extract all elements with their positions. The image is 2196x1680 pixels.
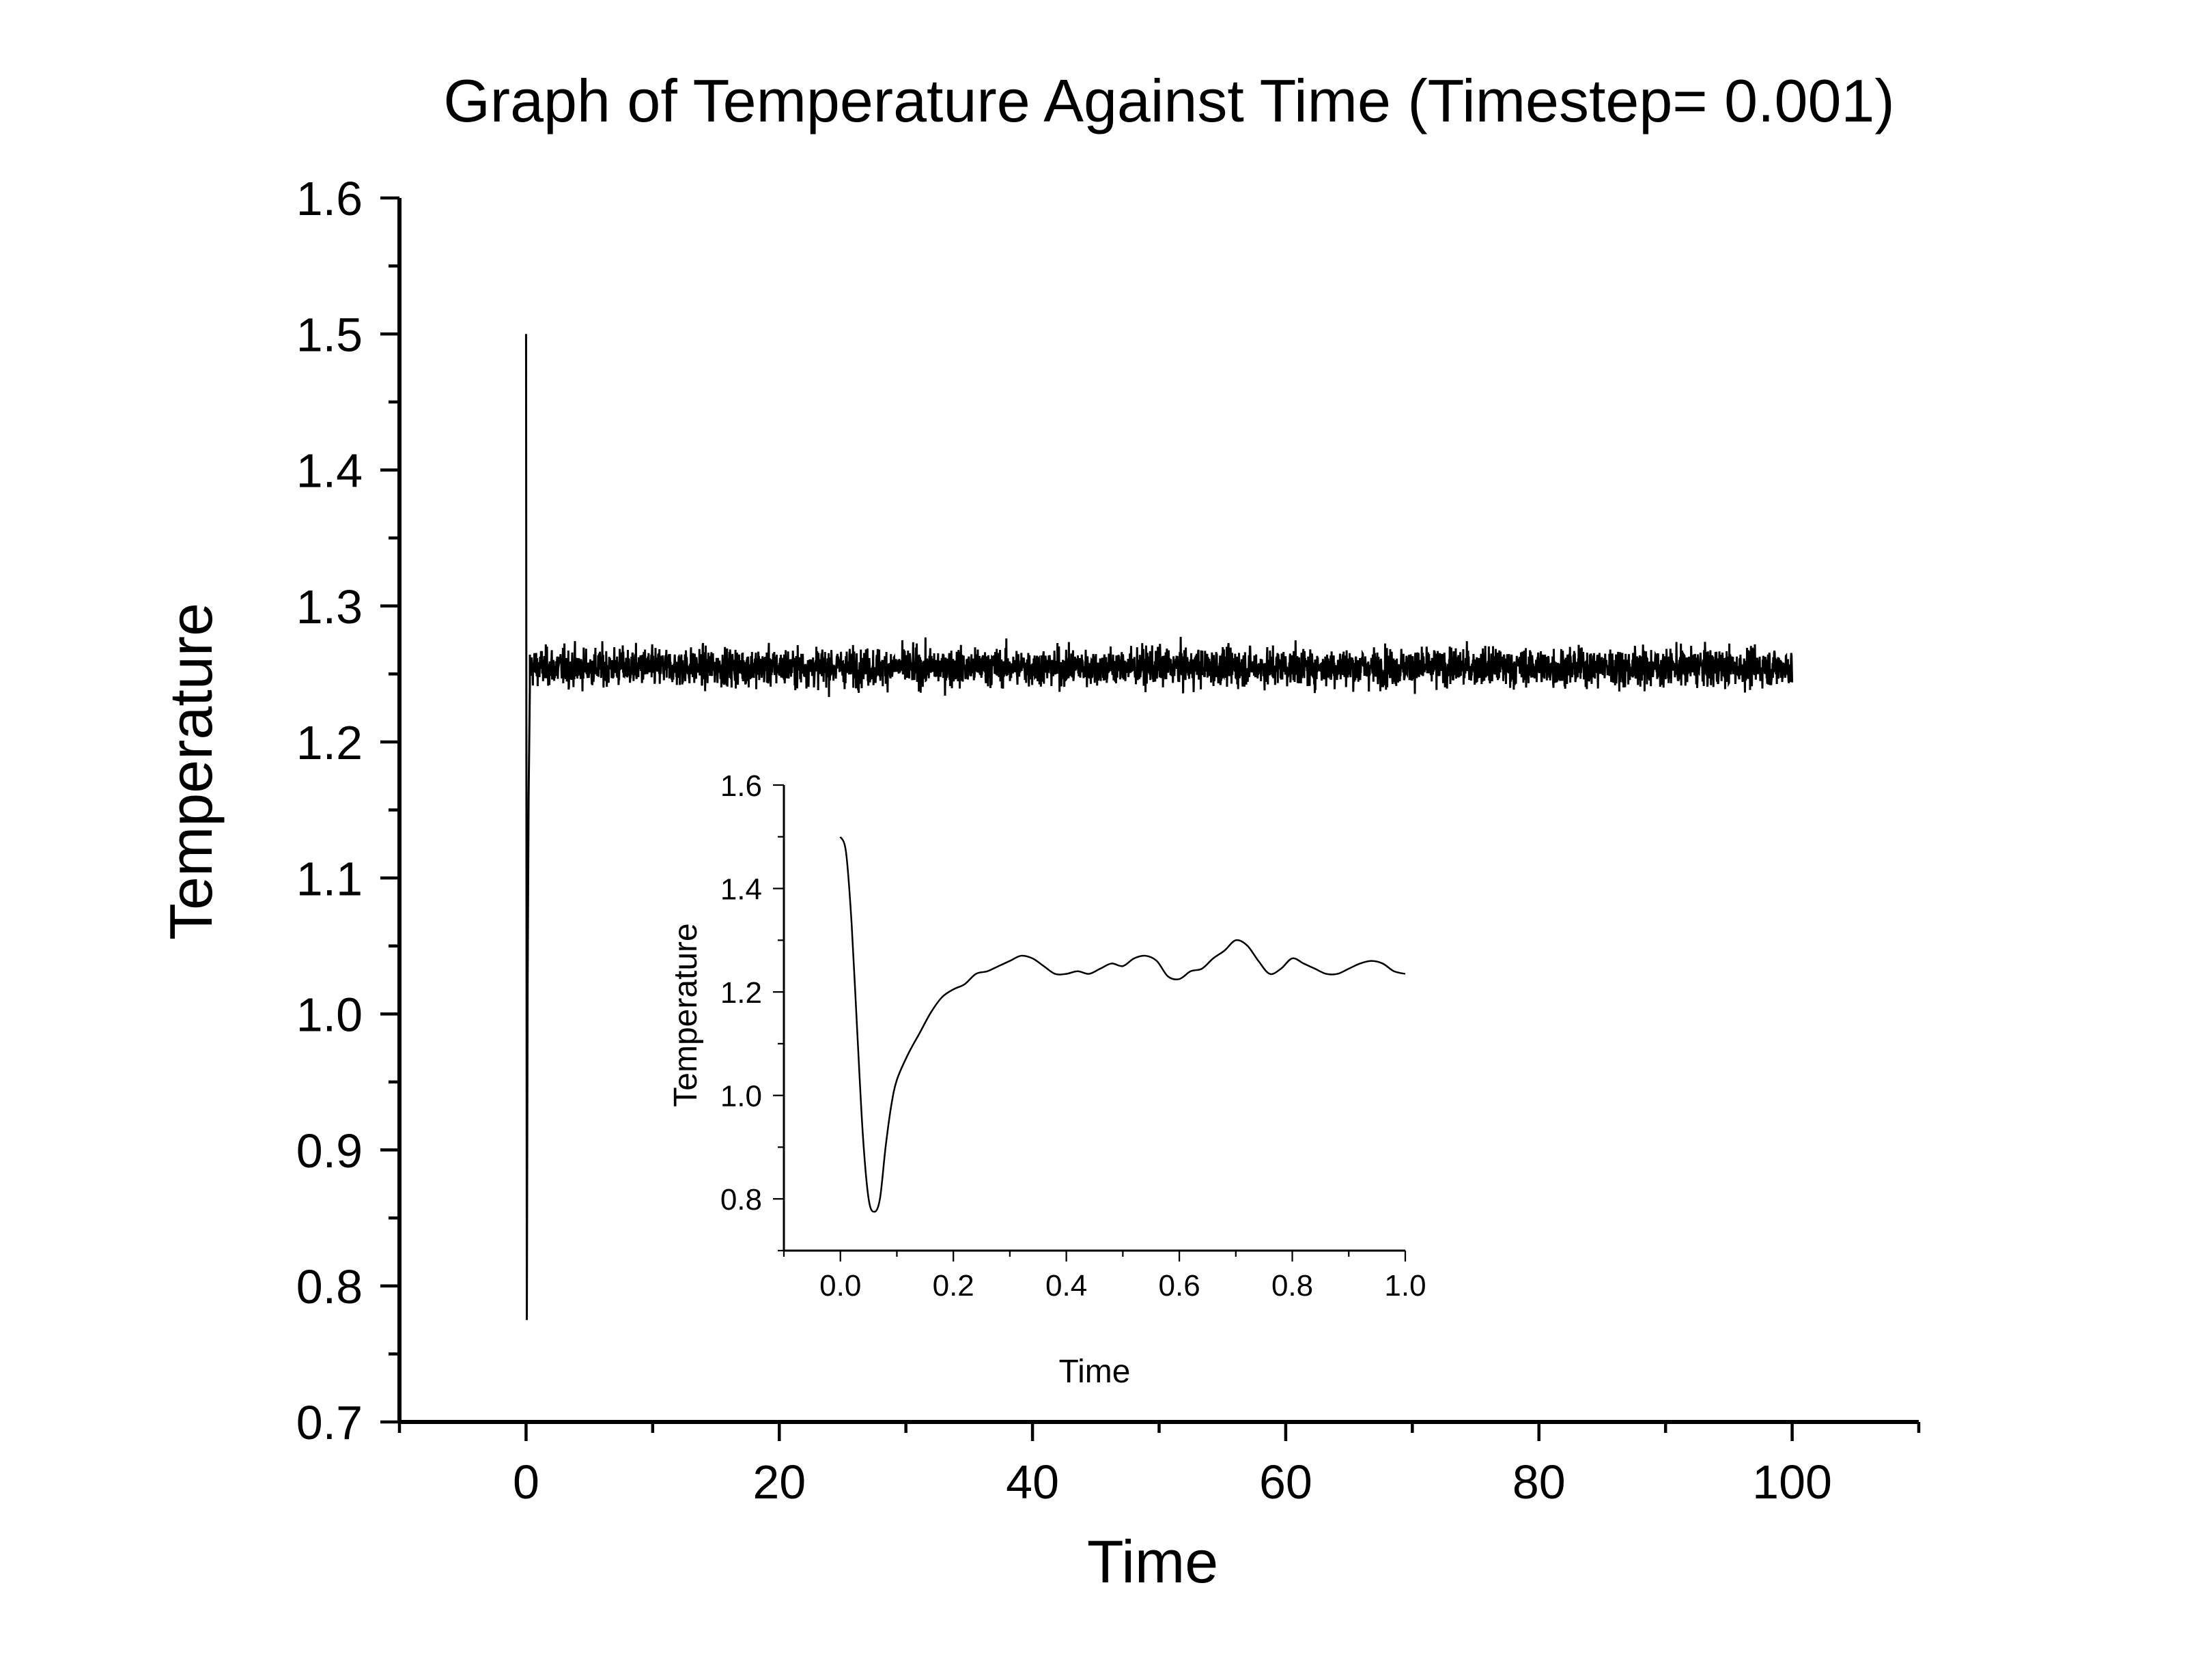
inset-x-axis-label: Time [1059,1354,1131,1390]
inset-x-tick-label: 0.8 [1271,1269,1313,1302]
y-tick-label: 1.1 [296,852,363,905]
inset-y-axis-label: Temperature [668,923,704,1107]
x-tick-label: 40 [1006,1455,1059,1509]
y-tick-label: 1.6 [296,172,363,225]
inset-x-tick-label: 0.0 [819,1269,861,1302]
inset-x-tick-label: 0.6 [1159,1269,1200,1302]
y-tick-label: 1.0 [296,988,363,1042]
main-series [524,334,1794,1320]
main-ticks: 0 20 40 60 80 100 0.7 0.8 0.9 1.0 1.1 1.2 1.3 1.4 1.5 1… [296,172,1921,1509]
inset-y-tick-label: 0.8 [720,1183,762,1216]
y-tick-label: 1.2 [296,716,363,769]
y-tick-label: 1.5 [296,308,363,361]
main-chart: Graph of Temperature Against Time (Times… [157,67,1921,1595]
inset-series [839,836,1406,1213]
inset-y-tick-label: 1.6 [720,769,762,803]
inset-x-tick-label: 0.4 [1045,1269,1087,1302]
inset-y-tick-label: 1.4 [720,872,762,906]
x-tick-label: 0 [513,1455,539,1509]
y-tick-label: 0.9 [296,1124,363,1178]
y-tick-label: 0.7 [296,1396,363,1449]
y-axis-label: Temperature [157,603,225,940]
inset-x-tick-label: 0.2 [933,1269,974,1302]
x-axis-label: Time [1087,1528,1218,1595]
inset-ticks: 0.0 0.2 0.4 0.6 0.8 1.0 0.8 1.0 1.2 1.4 1.6 [720,769,1426,1302]
y-tick-label: 1.3 [296,580,363,633]
inset-y-tick-label: 1.0 [720,1080,762,1113]
x-tick-label: 100 [1752,1455,1832,1509]
x-tick-label: 20 [752,1455,806,1509]
y-tick-label: 0.8 [296,1260,363,1313]
x-tick-label: 80 [1512,1455,1566,1509]
inset-chart: 0.0 0.2 0.4 0.6 0.8 1.0 0.8 1.0 1.2 1.4 1.6 Time T… [668,769,1426,1390]
inset-y-tick-label: 1.2 [720,976,762,1010]
x-tick-label: 60 [1259,1455,1312,1509]
temperature-series-line [524,334,1794,1320]
inset-temperature-series-line [839,836,1406,1213]
y-tick-label: 1.4 [296,444,363,498]
inset-x-tick-label: 1.0 [1384,1269,1426,1302]
chart-title: Graph of Temperature Against Time (Times… [443,67,1894,134]
inset-axes [783,785,1405,1252]
